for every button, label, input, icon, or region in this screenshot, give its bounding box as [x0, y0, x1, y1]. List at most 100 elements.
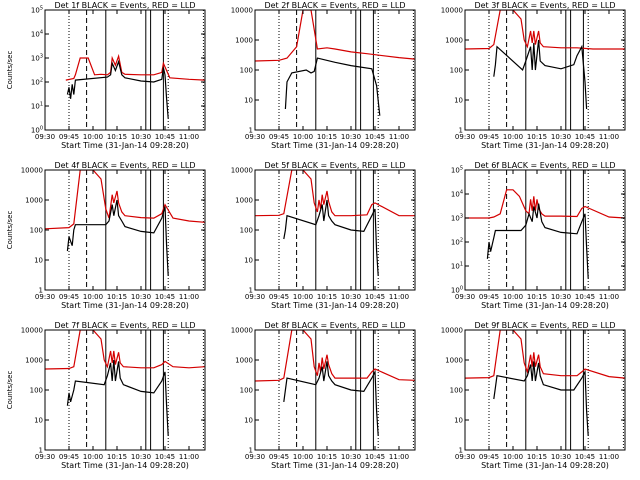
y-tick-label: 10000: [231, 167, 253, 175]
y-tick-label: 103: [451, 214, 463, 223]
y-tick-label: 100: [450, 387, 463, 395]
x-tick-label: 10:30: [131, 133, 151, 141]
x-tick-label: 09:30: [245, 133, 265, 141]
x-tick-label: 11:00: [599, 453, 619, 461]
x-tick-label: 11:00: [179, 293, 199, 301]
x-tick-label: 10:45: [365, 133, 385, 141]
detector-panel-5: Det 5f BLACK = Events, RED = LLD 09:30 09:…: [231, 161, 416, 310]
detector-panel-2: Det 2f BLACK = Events, RED = LLD 09:30 09:…: [231, 1, 416, 150]
x-tick-label: 11:00: [389, 453, 409, 461]
x-tick-label: 10:45: [575, 293, 595, 301]
lld-series-line: [255, 330, 415, 382]
detector-panel-4: Det 4f BLACK = Events, RED = LLD 09:30 09:…: [6, 161, 206, 310]
events-series-line: [284, 57, 381, 116]
y-tick-label: 104: [451, 190, 463, 199]
panel-title: Det 5f BLACK = Events, RED = LLD: [264, 161, 405, 170]
events-series-line: [66, 199, 169, 276]
lld-series-line: [465, 189, 625, 219]
detector-panel-3: Det 3f BLACK = Events, RED = LLD 09:30 09:…: [441, 1, 626, 150]
plot-frame: [464, 169, 626, 291]
x-axis-label: Start Time (31-Jan-14 09:28:20): [271, 141, 399, 150]
y-tick-label: 101: [31, 102, 43, 111]
lld-series-line: [45, 330, 205, 370]
y-axis-label: Counts/sec: [6, 211, 14, 250]
detector-panel-1: Det 1f BLACK = Events, RED = LLD 09:30 09:…: [6, 1, 206, 150]
x-tick-label: 10:15: [527, 453, 547, 461]
y-tick-label: 1000: [445, 37, 463, 45]
x-tick-label: 09:45: [269, 133, 289, 141]
x-tick-label: 10:00: [503, 293, 523, 301]
y-axis-label: Counts/sec: [6, 371, 14, 410]
lld-series-line: [255, 170, 415, 217]
y-tick-label: 1000: [25, 357, 43, 365]
x-tick-label: 10:15: [317, 453, 337, 461]
panel-title: Det 6f BLACK = Events, RED = LLD: [474, 161, 615, 170]
x-tick-label: 09:45: [479, 293, 499, 301]
x-axis-label: Start Time (31-Jan-14 09:28:20): [271, 461, 399, 470]
events-series-line: [66, 59, 169, 119]
y-axis-label: Counts/sec: [6, 51, 14, 90]
plot-frame: [44, 9, 206, 131]
x-tick-label: 10:15: [317, 293, 337, 301]
x-tick-label: 09:45: [479, 453, 499, 461]
events-series-line: [283, 199, 379, 276]
y-tick-label: 102: [451, 238, 463, 247]
x-tick-label: 10:15: [107, 133, 127, 141]
events-series-line: [493, 361, 589, 436]
y-tick-label: 1000: [235, 357, 253, 365]
y-tick-label: 10: [244, 97, 253, 105]
x-tick-label: 09:30: [35, 133, 55, 141]
x-tick-label: 10:45: [365, 453, 385, 461]
x-tick-label: 11:00: [179, 453, 199, 461]
y-tick-label: 10000: [21, 327, 43, 335]
x-tick-label: 10:30: [341, 133, 361, 141]
x-tick-label: 10:00: [293, 293, 313, 301]
y-tick-label: 1: [39, 287, 43, 295]
lld-series-line: [65, 53, 205, 81]
x-tick-label: 10:00: [503, 133, 523, 141]
x-tick-label: 09:30: [245, 293, 265, 301]
x-tick-label: 10:00: [293, 453, 313, 461]
panel-title: Det 4f BLACK = Events, RED = LLD: [54, 161, 195, 170]
x-tick-label: 09:30: [245, 453, 265, 461]
y-tick-label: 100: [240, 387, 253, 395]
x-axis-label: Start Time (31-Jan-14 09:28:20): [481, 141, 609, 150]
events-series-line: [493, 39, 588, 110]
x-tick-label: 09:30: [35, 453, 55, 461]
y-tick-label: 1000: [445, 357, 463, 365]
x-tick-label: 10:30: [551, 453, 571, 461]
detector-panel-8: Det 8f BLACK = Events, RED = LLD 09:30 09:…: [231, 321, 416, 470]
x-tick-label: 11:00: [599, 293, 619, 301]
x-axis-label: Start Time (31-Jan-14 09:28:20): [61, 301, 189, 310]
x-tick-label: 10:15: [107, 293, 127, 301]
panel-title: Det 1f BLACK = Events, RED = LLD: [54, 1, 195, 10]
x-tick-label: 09:45: [269, 293, 289, 301]
detector-panel-6: Det 6f BLACK = Events, RED = LLD 09:30 09:…: [451, 161, 626, 310]
y-tick-label: 100: [240, 67, 253, 75]
x-axis-label: Start Time (31-Jan-14 09:28:20): [61, 461, 189, 470]
y-tick-label: 1: [459, 447, 463, 455]
x-tick-label: 10:45: [365, 293, 385, 301]
y-tick-label: 103: [31, 54, 43, 63]
x-tick-label: 10:00: [503, 453, 523, 461]
x-tick-label: 09:30: [455, 293, 475, 301]
lld-series-line: [465, 10, 625, 50]
events-series-line: [283, 361, 379, 436]
x-tick-label: 11:00: [389, 133, 409, 141]
y-tick-label: 10000: [441, 327, 463, 335]
x-tick-label: 09:30: [455, 453, 475, 461]
y-tick-label: 1: [39, 447, 43, 455]
lld-series-line: [255, 10, 415, 62]
x-tick-label: 10:45: [575, 453, 595, 461]
x-tick-label: 11:00: [599, 133, 619, 141]
panel-title: Det 9f BLACK = Events, RED = LLD: [474, 321, 615, 330]
lld-series-line: [465, 330, 625, 379]
x-axis-label: Start Time (31-Jan-14 09:28:20): [481, 301, 609, 310]
detector-panel-9: Det 9f BLACK = Events, RED = LLD 09:30 09:…: [441, 321, 626, 470]
x-tick-label: 10:30: [551, 133, 571, 141]
y-tick-label: 10: [454, 97, 463, 105]
y-tick-label: 1: [249, 447, 253, 455]
y-tick-label: 10000: [231, 327, 253, 335]
x-tick-label: 09:45: [59, 453, 79, 461]
